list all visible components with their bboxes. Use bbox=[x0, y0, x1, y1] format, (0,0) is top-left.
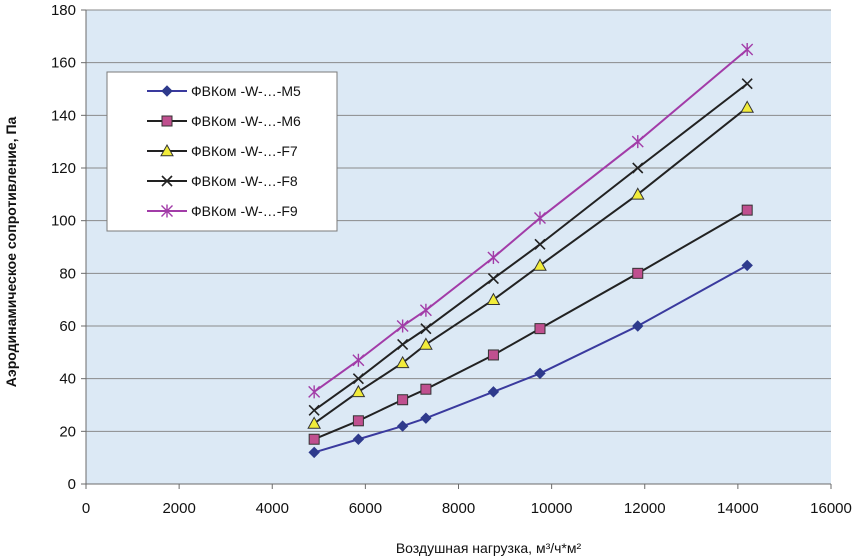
data-point bbox=[419, 303, 432, 317]
data-point bbox=[396, 420, 409, 432]
data-point bbox=[161, 115, 173, 127]
y-tick-label: 160 bbox=[51, 55, 76, 72]
legend-label: ФВКом -W-…-M6 bbox=[191, 113, 301, 129]
data-point bbox=[397, 338, 409, 350]
y-tick-label: 180 bbox=[51, 2, 76, 19]
data-point bbox=[631, 135, 644, 149]
tick-labels: 0 20 40 60 80 100 120 140 160 180 0 2000 4000 6000 800… bbox=[51, 2, 852, 517]
y-tick-label: 80 bbox=[59, 265, 76, 282]
y-tick-label: 140 bbox=[51, 107, 76, 124]
data-point bbox=[308, 385, 321, 399]
data-point bbox=[396, 319, 409, 333]
legend-item-5: ФВКом -W-…-F9 bbox=[147, 203, 298, 219]
data-point bbox=[741, 204, 753, 216]
series-line bbox=[313, 106, 748, 425]
y-tick-label: 0 bbox=[68, 476, 76, 493]
legend-item-1: ФВКом -W-…-M5 bbox=[147, 83, 301, 99]
data-point bbox=[534, 323, 546, 335]
data-point bbox=[533, 258, 547, 271]
data-point bbox=[487, 349, 499, 361]
series-line bbox=[313, 209, 748, 441]
data-point bbox=[352, 415, 364, 427]
x-axis-title: Воздушная нагрузка, м³/ч*м² bbox=[396, 540, 582, 556]
data-point bbox=[632, 320, 644, 332]
legend-item-3: ФВКом -W-…-F7 bbox=[147, 143, 298, 159]
series-2 bbox=[308, 204, 753, 445]
legend-box bbox=[106, 71, 338, 232]
series-line bbox=[313, 264, 748, 454]
x-tick-label: 0 bbox=[82, 500, 90, 517]
data-point bbox=[308, 404, 320, 416]
y-tick-label: 60 bbox=[59, 318, 76, 335]
legend-label: ФВКом -W-…-F7 bbox=[191, 143, 298, 159]
series-5 bbox=[308, 43, 754, 399]
data-point bbox=[420, 383, 432, 395]
y-tick-label: 40 bbox=[59, 371, 76, 388]
y-tick-label: 100 bbox=[51, 213, 76, 230]
data-point bbox=[308, 446, 320, 459]
y-tick-label: 120 bbox=[51, 160, 76, 177]
axes bbox=[81, 9, 832, 489]
x-tick-label: 12000 bbox=[624, 500, 666, 517]
x-tick-label: 8000 bbox=[442, 500, 475, 517]
series-4 bbox=[308, 78, 753, 416]
data-point bbox=[487, 251, 500, 265]
data-point bbox=[533, 211, 546, 225]
data-point bbox=[419, 337, 433, 350]
legend-label: ФВКом -W-…-F9 bbox=[191, 203, 298, 219]
legend-label: ФВКом -W-…-F8 bbox=[191, 173, 298, 189]
data-point bbox=[632, 162, 644, 174]
data-point bbox=[534, 367, 546, 380]
data-point bbox=[307, 416, 322, 429]
data-point bbox=[352, 373, 364, 385]
legend-item-4: ФВКом -W-…-F8 bbox=[147, 173, 298, 189]
y-axis-title: Аэродинамическое сопротивление, Па bbox=[3, 116, 19, 387]
data-point bbox=[534, 238, 546, 250]
x-tick-label: 2000 bbox=[162, 500, 195, 517]
data-point bbox=[308, 433, 320, 445]
data-point bbox=[741, 78, 753, 90]
data-point bbox=[161, 175, 173, 187]
series-line bbox=[313, 82, 748, 412]
legend-item-2: ФВКом -W-…-M6 bbox=[147, 113, 301, 129]
x-tick-label: 14000 bbox=[717, 500, 759, 517]
data-point bbox=[741, 43, 754, 56]
data-point bbox=[160, 143, 174, 157]
y-tick-label: 20 bbox=[59, 423, 76, 440]
data-point bbox=[632, 267, 644, 279]
series-layer bbox=[307, 43, 755, 459]
legend-label: ФВКом -W-…-M5 bbox=[191, 83, 301, 99]
data-point bbox=[420, 323, 432, 335]
data-point bbox=[420, 412, 432, 424]
data-point bbox=[395, 355, 410, 369]
x-tick-label: 6000 bbox=[349, 500, 382, 517]
data-point bbox=[161, 85, 173, 97]
legend: ФВКом -W-…-M5 ФВКом -W-…-M6 ФВКом -W-…-F7 Ф… bbox=[106, 71, 338, 232]
data-point bbox=[352, 433, 365, 445]
x-tick-label: 10000 bbox=[531, 500, 573, 517]
data-point bbox=[351, 384, 366, 398]
data-point bbox=[486, 292, 501, 305]
x-tick-label: 4000 bbox=[256, 500, 289, 517]
data-point bbox=[352, 353, 365, 367]
data-point bbox=[487, 386, 500, 398]
data-point bbox=[741, 259, 753, 272]
data-point bbox=[161, 204, 173, 218]
series-line bbox=[313, 48, 748, 393]
data-point bbox=[740, 100, 755, 113]
series-3 bbox=[307, 100, 755, 429]
data-point bbox=[487, 273, 499, 285]
x-tick-label: 16000 bbox=[810, 500, 852, 517]
data-point bbox=[397, 394, 409, 406]
data-point bbox=[630, 187, 645, 200]
series-1 bbox=[308, 259, 753, 459]
